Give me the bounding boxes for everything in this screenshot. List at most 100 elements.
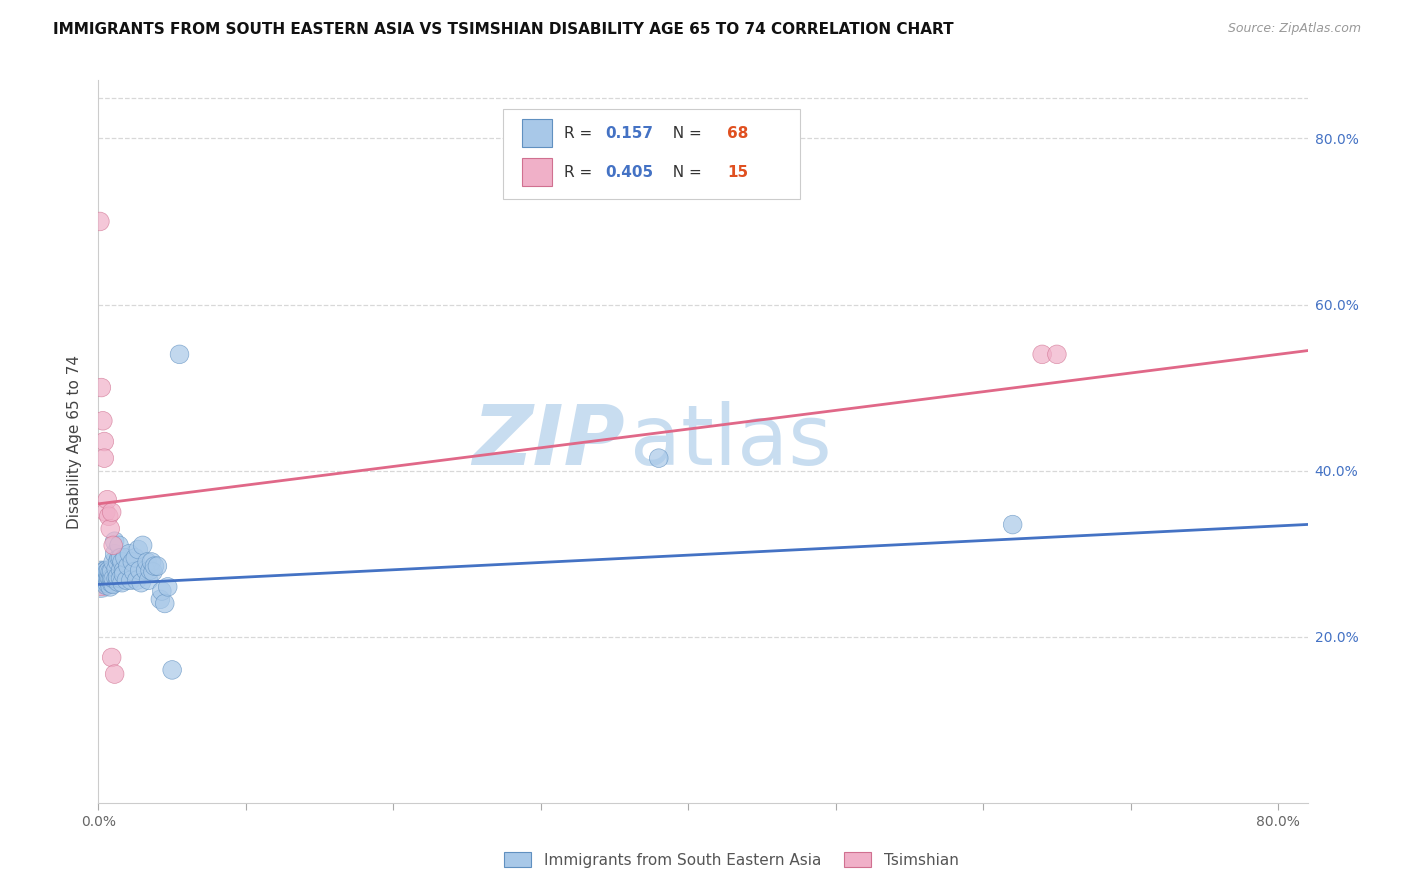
Point (97, 509, 120, 524)
Point (101, 555, 124, 569)
Point (104, 534, 127, 549)
Point (136, 555, 159, 569)
Point (114, 550, 136, 565)
Point (112, 563, 135, 577)
Point (108, 538, 131, 552)
Point (1046, 347, 1069, 361)
Point (94, 570, 117, 584)
Text: ZIP: ZIP (472, 401, 624, 482)
Point (146, 559, 169, 574)
Text: atlas: atlas (630, 401, 832, 482)
Point (115, 573, 138, 587)
Point (98, 572, 121, 586)
Point (125, 573, 148, 587)
FancyBboxPatch shape (522, 158, 553, 186)
Point (90, 572, 112, 586)
Point (91, 575, 114, 590)
Text: 15: 15 (727, 164, 748, 179)
Point (110, 572, 132, 586)
Point (93, 567, 115, 582)
Point (100, 505, 122, 519)
Point (111, 575, 134, 590)
Point (149, 592, 172, 607)
Point (94, 563, 117, 577)
Point (100, 564, 122, 578)
Point (169, 347, 191, 361)
Point (89, 214, 111, 228)
Point (110, 563, 132, 577)
Point (156, 580, 179, 594)
Point (108, 550, 131, 565)
Point (127, 542, 149, 557)
Point (153, 597, 176, 611)
Point (93, 434, 115, 449)
Point (91, 570, 114, 584)
Point (1001, 517, 1024, 532)
Point (118, 547, 141, 561)
Point (105, 561, 128, 575)
Text: IMMIGRANTS FROM SOUTH EASTERN ASIA VS TSIMSHIAN DISABILITY AGE 65 TO 74 CORRELAT: IMMIGRANTS FROM SOUTH EASTERN ASIA VS TS… (53, 22, 955, 37)
Point (100, 571, 122, 585)
Point (138, 573, 160, 587)
Point (150, 584, 173, 599)
Point (91, 414, 114, 428)
Point (98, 522, 121, 536)
Point (91, 575, 114, 590)
Point (112, 567, 135, 582)
Point (107, 570, 129, 584)
Point (91, 573, 114, 587)
Point (94, 578, 117, 592)
Point (120, 573, 142, 587)
Point (135, 563, 157, 577)
Text: 0.405: 0.405 (605, 164, 654, 179)
Point (160, 663, 183, 677)
Point (142, 565, 165, 579)
Point (648, 451, 671, 466)
Point (97, 574, 120, 589)
Point (121, 555, 143, 569)
Point (90, 567, 112, 582)
Text: N =: N = (664, 126, 707, 141)
Point (128, 563, 150, 577)
Point (97, 570, 120, 584)
Point (107, 555, 129, 569)
Text: R =: R = (564, 164, 598, 179)
Point (117, 559, 139, 574)
Point (107, 574, 129, 589)
Point (91, 566, 114, 581)
Y-axis label: Disability Age 65 to 74: Disability Age 65 to 74 (67, 354, 83, 529)
Point (143, 559, 166, 574)
Point (96, 572, 118, 586)
Text: N =: N = (664, 164, 707, 179)
Point (94, 505, 117, 519)
Point (100, 576, 122, 591)
Point (90, 380, 112, 394)
Point (89, 573, 111, 587)
Point (96, 565, 118, 579)
Point (141, 555, 163, 569)
Point (93, 575, 115, 590)
Point (104, 547, 127, 561)
Point (96, 492, 118, 507)
Point (90, 575, 112, 590)
Point (93, 451, 115, 466)
Point (104, 667, 127, 681)
Text: R =: R = (564, 126, 598, 141)
Legend: Immigrants from South Eastern Asia, Tsimshian: Immigrants from South Eastern Asia, Tsim… (498, 846, 965, 873)
Point (89, 570, 111, 584)
Point (96, 576, 118, 591)
Point (110, 550, 132, 565)
Point (111, 555, 134, 569)
Point (101, 538, 124, 552)
FancyBboxPatch shape (503, 109, 800, 200)
Point (101, 577, 124, 591)
Point (97, 563, 120, 577)
Point (90, 572, 112, 586)
Point (100, 650, 122, 665)
FancyBboxPatch shape (522, 120, 553, 147)
Point (91, 565, 114, 579)
Point (124, 550, 146, 565)
Point (139, 563, 162, 577)
Point (91, 573, 114, 587)
Point (131, 538, 153, 552)
